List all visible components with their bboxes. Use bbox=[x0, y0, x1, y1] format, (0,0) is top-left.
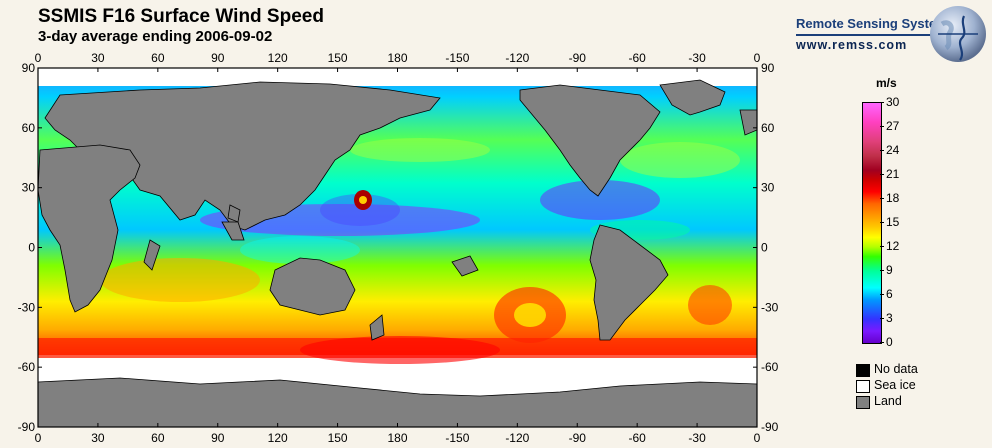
arctic-sea-ice bbox=[38, 68, 757, 86]
lon-tick-label: 150 bbox=[328, 431, 348, 445]
colorbar-tick bbox=[880, 294, 884, 295]
colorbar-label: 18 bbox=[886, 191, 900, 205]
lat-tick-label: -90 bbox=[18, 420, 36, 434]
lon-tick-label: 180 bbox=[387, 431, 407, 445]
legend-label: No data bbox=[874, 362, 918, 376]
lon-tick-label: 30 bbox=[91, 51, 105, 65]
colorbar-label: 27 bbox=[886, 119, 900, 133]
bottom-lon-ticks: 0 30 60 90 120 150 180 -150 -120 -90 -60 -30 0 bbox=[35, 423, 761, 445]
map-title: SSMIS F16 Surface Wind Speed bbox=[38, 6, 324, 27]
lon-tick-label: -30 bbox=[688, 51, 706, 65]
legend-swatch bbox=[856, 364, 870, 377]
lon-tick-label: -120 bbox=[505, 51, 529, 65]
lon-tick-label: -90 bbox=[569, 51, 587, 65]
left-lat-ticks: 90 60 30 0 -30 -60 -90 bbox=[18, 61, 42, 434]
lat-tick-label: 0 bbox=[28, 241, 35, 255]
colorbar-label: 6 bbox=[886, 287, 893, 301]
lat-tick-label: 60 bbox=[761, 121, 775, 135]
lat-tick-label: -60 bbox=[18, 360, 36, 374]
lat-tick-label: 30 bbox=[22, 181, 36, 195]
colorbar-label: 21 bbox=[886, 167, 900, 181]
brand-rule bbox=[796, 34, 944, 36]
map-subtitle: 3-day average ending 2006-09-02 bbox=[38, 28, 273, 45]
lon-tick-label: -60 bbox=[628, 51, 646, 65]
lon-tick-label: 30 bbox=[91, 431, 105, 445]
colorbar-tick bbox=[880, 150, 884, 151]
lon-tick-label: -120 bbox=[505, 431, 529, 445]
lat-tick-label: 60 bbox=[22, 121, 36, 135]
colorbar-tick bbox=[880, 246, 884, 247]
brand-url: www.remss.com bbox=[796, 38, 908, 52]
lon-tick-label: -150 bbox=[445, 51, 469, 65]
legend-label: Sea ice bbox=[874, 378, 916, 392]
colorbar-label: 3 bbox=[886, 311, 893, 325]
colorbar-tick bbox=[880, 222, 884, 223]
lon-tick-label: 0 bbox=[35, 51, 42, 65]
globe-logo-icon bbox=[930, 6, 986, 62]
lat-tick-label: 0 bbox=[761, 241, 768, 255]
colorbar-tick bbox=[880, 102, 884, 103]
colorbar-tick bbox=[880, 270, 884, 271]
lon-tick-label: 60 bbox=[151, 51, 165, 65]
colorbar-label: 15 bbox=[886, 215, 900, 229]
lon-tick-label: -30 bbox=[688, 431, 706, 445]
colorbar-unit: m/s bbox=[876, 76, 897, 90]
lon-tick-label: 60 bbox=[151, 431, 165, 445]
lon-tick-label: -60 bbox=[628, 431, 646, 445]
map-area bbox=[38, 68, 757, 427]
colorbar bbox=[862, 102, 882, 344]
legend-swatch bbox=[856, 380, 870, 393]
colorbar-tick bbox=[880, 174, 884, 175]
colorbar-label: 30 bbox=[886, 95, 900, 109]
lon-tick-label: 0 bbox=[754, 431, 761, 445]
lon-tick-label: 90 bbox=[211, 431, 225, 445]
lat-tick-label: -60 bbox=[761, 360, 779, 374]
lat-tick-label: 30 bbox=[761, 181, 775, 195]
lon-tick-label: 0 bbox=[754, 51, 761, 65]
lon-tick-label: 90 bbox=[211, 51, 225, 65]
lat-tick-label: -30 bbox=[18, 300, 36, 314]
land-masses bbox=[38, 79, 757, 427]
lat-tick-label: 90 bbox=[22, 61, 36, 75]
lat-tick-label: 90 bbox=[761, 61, 775, 75]
right-lat-ticks: 90 60 30 0 -30 -60 -90 bbox=[753, 61, 779, 434]
colorbar-label: 24 bbox=[886, 143, 900, 157]
colorbar-label: 0 bbox=[886, 335, 893, 349]
lat-tick-label: -30 bbox=[761, 300, 779, 314]
colorbar-label: 12 bbox=[886, 239, 900, 253]
lon-tick-label: 180 bbox=[387, 51, 407, 65]
colorbar-tick bbox=[880, 126, 884, 127]
brand-name: Remote Sensing Systems bbox=[796, 16, 955, 31]
colorbar-tick bbox=[880, 198, 884, 199]
colorbar-tick bbox=[880, 318, 884, 319]
lat-tick-label: -90 bbox=[761, 420, 779, 434]
legend-swatch bbox=[856, 396, 870, 409]
legend-label: Land bbox=[874, 394, 902, 408]
lon-tick-label: 120 bbox=[268, 51, 288, 65]
lon-tick-label: -90 bbox=[569, 431, 587, 445]
colorbar-label: 9 bbox=[886, 263, 893, 277]
lon-tick-label: 0 bbox=[35, 431, 42, 445]
lon-tick-label: 120 bbox=[268, 431, 288, 445]
top-lon-ticks: 0 30 60 90 120 150 180 -150 -120 -90 -60 -30 0 bbox=[35, 51, 761, 72]
lon-tick-label: 150 bbox=[328, 51, 348, 65]
colorbar-tick bbox=[880, 342, 884, 343]
lon-tick-label: -150 bbox=[445, 431, 469, 445]
